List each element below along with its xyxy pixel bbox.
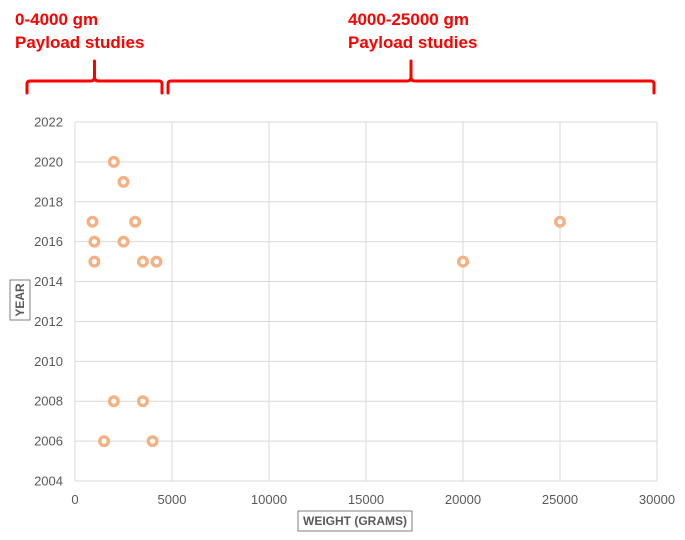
data-point [88,235,101,248]
y-axis-title: YEAR [13,283,27,317]
data-point [136,395,149,408]
data-point [146,435,159,448]
x-tick-label: 0 [71,492,78,507]
y-tick-label: 2004 [34,474,63,489]
x-tick-label: 30000 [639,492,675,507]
y-tick-label: 2006 [34,434,63,449]
annotation-brackets [25,59,656,95]
annotation-bracket-2 [166,59,656,95]
data-point [457,255,470,268]
data-point [129,215,142,228]
y-axis-tick-labels: 2004 2006 2008 2010 2012 2014 2016 2018 2020 2022 [34,115,63,489]
data-point [117,175,130,188]
data-point [117,235,130,248]
annotation-bracket-1 [25,59,164,95]
y-axis-title-box [9,279,31,321]
x-tick-label: 5000 [158,492,187,507]
data-point [554,215,567,228]
y-tick-label: 2022 [34,115,63,130]
y-tick-label: 2008 [34,394,63,409]
annotation-label-1-line2: Payload studies [15,33,144,52]
y-tick-label: 2020 [34,154,63,169]
data-points [86,155,567,448]
x-axis-title-box [297,510,413,532]
y-axis-title-group: YEAR [9,279,31,321]
annotation-label-2-line1: 4000-25000 gm [348,10,469,29]
gridlines [74,121,658,482]
y-tick-label: 2012 [34,314,63,329]
x-tick-label: 15000 [348,492,384,507]
data-point [107,155,120,168]
x-axis-title-group: WEIGHT (GRAMS) [297,510,413,532]
y-tick-label: 2016 [34,234,63,249]
annotation-labels: 0-4000 gm Payload studies 4000-25000 gm Pay… [15,10,477,52]
x-tick-label: 20000 [445,492,481,507]
annotation-label-1-line1: 0-4000 gm [15,10,98,29]
x-axis-tick-labels: 0 5000 10000 15000 20000 25000 30000 [71,492,675,507]
data-point [98,435,111,448]
x-tick-label: 25000 [542,492,578,507]
x-tick-label: 10000 [251,492,287,507]
annotation-label-2-line2: Payload studies [348,33,477,52]
data-point [107,395,120,408]
data-point [150,255,163,268]
y-tick-label: 2014 [34,274,63,289]
data-point [86,215,99,228]
x-axis-title: WEIGHT (GRAMS) [303,514,407,528]
data-point [136,255,149,268]
y-tick-label: 2018 [34,194,63,209]
data-point [88,255,101,268]
y-tick-label: 2010 [34,354,63,369]
